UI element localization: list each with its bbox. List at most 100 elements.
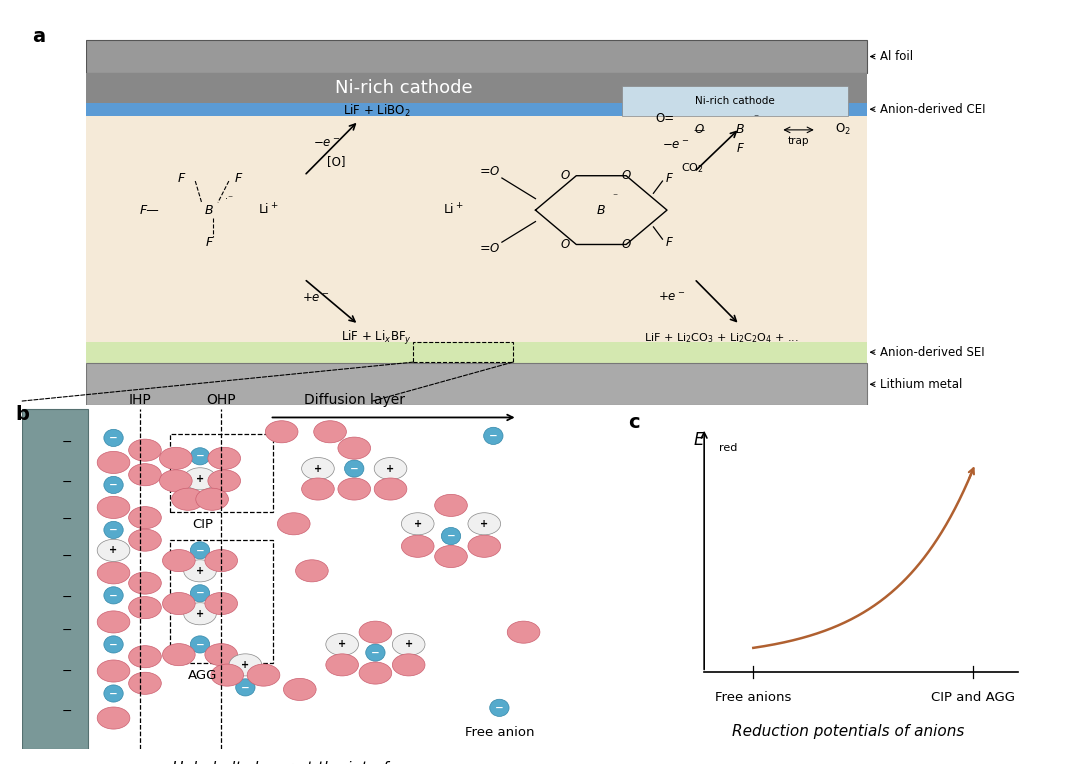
Text: a: a (32, 27, 45, 46)
Circle shape (129, 507, 161, 529)
Circle shape (129, 464, 161, 486)
Ellipse shape (235, 678, 255, 696)
Circle shape (313, 421, 347, 443)
Text: O: O (694, 123, 703, 137)
Text: −: − (195, 545, 204, 555)
Circle shape (283, 678, 316, 701)
Text: c: c (629, 413, 640, 432)
Text: LiF + Li$_x$BF$_y$: LiF + Li$_x$BF$_y$ (341, 329, 413, 347)
Bar (86, 363, 866, 405)
Text: O: O (622, 238, 631, 251)
Circle shape (129, 597, 161, 619)
Circle shape (184, 603, 216, 625)
Text: +: + (195, 566, 204, 576)
Circle shape (296, 560, 328, 582)
Text: O=: O= (656, 112, 674, 125)
Text: −: − (62, 435, 72, 448)
Ellipse shape (104, 636, 123, 653)
Ellipse shape (190, 542, 210, 559)
Text: $E$: $E$ (693, 431, 705, 449)
Circle shape (229, 654, 261, 676)
Circle shape (247, 664, 280, 686)
Circle shape (402, 536, 434, 557)
Text: −: − (62, 591, 72, 604)
Circle shape (392, 654, 426, 676)
Circle shape (211, 664, 244, 686)
Text: Al foil: Al foil (870, 50, 914, 63)
Ellipse shape (366, 644, 386, 661)
Text: Free anion: Free anion (464, 727, 535, 740)
Text: −: − (195, 588, 204, 598)
Text: IHP: IHP (129, 393, 151, 407)
Text: AGG: AGG (188, 669, 218, 682)
Text: −: − (62, 623, 72, 636)
Text: Ni-rich cathode: Ni-rich cathode (696, 96, 775, 106)
Circle shape (392, 633, 426, 656)
Text: trap: trap (787, 136, 809, 147)
Circle shape (160, 470, 192, 492)
Text: +: + (195, 609, 204, 619)
Text: +: + (481, 519, 488, 529)
Bar (22, 410, 89, 749)
Text: Li$^+$: Li$^+$ (444, 202, 464, 218)
Text: F: F (178, 171, 186, 185)
Bar (86, 116, 866, 363)
Bar (86, 103, 866, 116)
Ellipse shape (104, 685, 123, 702)
Text: +: + (314, 464, 322, 474)
Text: −: − (195, 452, 204, 461)
Text: O: O (490, 165, 499, 179)
Text: +: + (195, 474, 204, 484)
Circle shape (374, 478, 407, 500)
Text: O: O (561, 238, 570, 251)
Text: O: O (490, 241, 499, 255)
Text: −: − (62, 550, 72, 563)
Circle shape (129, 529, 161, 551)
Text: −: − (489, 431, 498, 441)
Text: =: = (480, 241, 490, 255)
Text: ⁻: ⁻ (612, 192, 618, 202)
Circle shape (326, 654, 359, 676)
Text: −: − (109, 591, 118, 601)
Circle shape (301, 458, 335, 480)
Text: $+e^-$: $+e^-$ (302, 291, 329, 305)
Text: +: + (109, 545, 118, 555)
Circle shape (184, 560, 216, 582)
Circle shape (205, 593, 238, 614)
Text: −: − (241, 682, 249, 692)
Text: −: − (109, 480, 118, 490)
Text: −: − (62, 665, 72, 678)
Ellipse shape (104, 429, 123, 446)
Ellipse shape (190, 448, 210, 465)
Text: O: O (561, 169, 570, 183)
Circle shape (207, 447, 241, 469)
Circle shape (434, 494, 468, 516)
Text: −: − (62, 513, 72, 526)
Circle shape (338, 437, 370, 459)
Text: ·⁻: ·⁻ (226, 193, 233, 204)
Text: =: = (480, 165, 490, 179)
Circle shape (129, 572, 161, 594)
Circle shape (326, 633, 359, 656)
Text: OHP: OHP (206, 393, 237, 407)
Ellipse shape (104, 521, 123, 539)
Bar (170, 434, 272, 512)
Circle shape (129, 672, 161, 694)
Circle shape (205, 643, 238, 665)
Circle shape (207, 470, 241, 492)
Text: Free anions: Free anions (715, 691, 792, 704)
Circle shape (359, 621, 392, 643)
Bar (86, 40, 866, 73)
Text: Lithium metal: Lithium metal (870, 377, 962, 391)
Text: −: − (195, 639, 204, 649)
Text: +: + (338, 639, 347, 649)
Circle shape (508, 621, 540, 643)
Text: B: B (735, 123, 744, 137)
Text: −: − (350, 464, 359, 474)
Ellipse shape (442, 527, 461, 545)
Text: Anion-derived SEI: Anion-derived SEI (870, 345, 985, 359)
Text: b: b (15, 405, 29, 424)
Text: F: F (737, 142, 743, 156)
Text: Reduction potentials of anions: Reduction potentials of anions (731, 724, 964, 740)
Text: LiF + LiBO$_2$: LiF + LiBO$_2$ (343, 102, 410, 119)
